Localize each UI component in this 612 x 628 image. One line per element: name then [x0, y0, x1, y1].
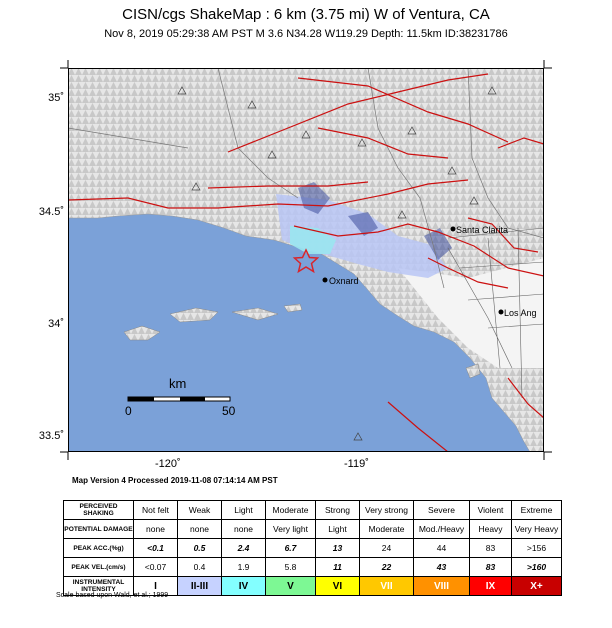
intensity-cell: VIII: [413, 576, 470, 596]
scale-bar-segment: [128, 397, 154, 401]
shaking-zone-weak: [276, 194, 448, 278]
vel-cell: 0.4: [177, 557, 222, 577]
island: [123, 325, 161, 341]
acc-cell: 13: [315, 538, 360, 558]
acc-cell: 24: [359, 538, 414, 558]
intensity-cell: V: [265, 576, 316, 596]
shaking-cell: Not felt: [133, 500, 178, 520]
intensity-cell: X+: [511, 576, 562, 596]
lon-label-119: -119˚: [344, 458, 369, 470]
damage-cell: Moderate: [359, 519, 414, 539]
damage-cell: none: [221, 519, 266, 539]
lat-label-33-5: 33.5˚: [38, 430, 64, 442]
scale-start: 0: [125, 404, 132, 418]
island: [169, 307, 219, 323]
shaking-cell: Weak: [177, 500, 222, 520]
city-label-santa-clarita: Santa Clarita: [456, 225, 508, 235]
lat-label-34: 34˚: [48, 318, 64, 330]
city-label-los-angeles: Los Ang: [504, 308, 537, 318]
shaking-cell: Light: [221, 500, 266, 520]
legend-row-intensity: INSTRUMENTAL INTENSITY I II-III IV V VI …: [63, 576, 562, 596]
event-details: Nov 8, 2019 05:29:38 AM PST M 3.6 N34.28…: [104, 28, 508, 40]
map-frame: [68, 68, 544, 452]
scale-note: Scale based upon Wald, et al.; 1999: [56, 592, 169, 599]
vel-cell: 22: [359, 557, 414, 577]
acc-cell: 83: [469, 538, 512, 558]
legend-row-acc: PEAK ACC.(%g) <0.1 0.5 2.4 6.7 13 24 44 …: [63, 538, 562, 558]
vel-cell: 5.8: [265, 557, 316, 577]
legend-row-shaking: PERCEIVED SHAKING Not felt Weak Light Mo…: [63, 500, 562, 520]
shaking-cell: Moderate: [265, 500, 316, 520]
acc-cell: 44: [413, 538, 470, 558]
intensity-cell: II-III: [177, 576, 222, 596]
lat-label-34-5: 34.5˚: [38, 206, 64, 218]
damage-cell: Very Heavy: [511, 519, 562, 539]
basin-area: [398, 258, 544, 368]
scale-end: 50: [222, 404, 236, 418]
shaking-cell: Very strong: [359, 500, 414, 520]
legend-row-vel: PEAK VEL.(cm/s) <0.07 0.4 1.9 5.8 11 22 …: [63, 557, 562, 577]
vel-cell: 43: [413, 557, 470, 577]
island: [465, 363, 481, 379]
shakemap[interactable]: Santa Clarita Oxnard Los Ang km 0 50: [68, 68, 544, 452]
intensity-cell: I: [133, 576, 178, 596]
intensity-cell: VI: [315, 576, 360, 596]
damage-cell: Light: [315, 519, 360, 539]
island: [283, 303, 303, 313]
damage-cell: Very light: [265, 519, 316, 539]
shaking-cell: Violent: [469, 500, 512, 520]
row-header-vel: PEAK VEL.(cm/s): [63, 557, 134, 577]
damage-cell: Mod./Heavy: [413, 519, 470, 539]
acc-cell: <0.1: [133, 538, 178, 558]
acc-cell: 0.5: [177, 538, 222, 558]
row-header-damage: POTENTIAL DAMAGE: [63, 519, 134, 539]
city-label-oxnard: Oxnard: [329, 276, 359, 286]
acc-cell: 2.4: [221, 538, 266, 558]
frame-ticks: [60, 60, 552, 460]
row-header-intensity: INSTRUMENTAL INTENSITY: [63, 576, 134, 596]
map-title: CISN/cgs ShakeMap : 6 km (3.75 mi) W of …: [122, 6, 490, 23]
vel-cell: 83: [469, 557, 512, 577]
road-network: [447, 227, 544, 399]
damage-cell: none: [133, 519, 178, 539]
island: [231, 307, 279, 321]
scale-unit: km: [169, 376, 186, 391]
acc-cell: >156: [511, 538, 562, 558]
intensity-cell: IX: [469, 576, 512, 596]
epicenter-star[interactable]: [292, 248, 320, 274]
shaking-cell: Extreme: [511, 500, 562, 520]
lat-label-35: 35˚: [48, 92, 64, 104]
shaking-cell: Severe: [413, 500, 470, 520]
intensity-legend: PERCEIVED SHAKING Not felt Weak Light Mo…: [63, 500, 562, 596]
row-header-shaking: PERCEIVED SHAKING: [63, 500, 134, 520]
vel-cell: >160: [511, 557, 562, 577]
acc-cell: 6.7: [265, 538, 316, 558]
map-version: Map Version 4 Processed 2019-11-08 07:14…: [72, 476, 278, 485]
legend-row-damage: POTENTIAL DAMAGE none none none Very lig…: [63, 519, 562, 539]
vel-cell: 1.9: [221, 557, 266, 577]
city-dot-los-angeles: [498, 309, 504, 315]
row-header-acc: PEAK ACC.(%g): [63, 538, 134, 558]
seismic-stations: [177, 86, 497, 441]
damage-cell: Heavy: [469, 519, 512, 539]
terrain-shading: [298, 182, 452, 260]
lon-label-120: -120˚: [155, 458, 181, 470]
damage-cell: none: [177, 519, 222, 539]
city-dot-oxnard: [322, 277, 328, 283]
land: [68, 68, 544, 452]
scale-bar-segment: [180, 397, 205, 401]
intensity-cell: VII: [359, 576, 414, 596]
city-dot-santa-clarita: [450, 226, 456, 232]
vel-cell: <0.07: [133, 557, 178, 577]
fault-lines: [68, 73, 544, 452]
vel-cell: 11: [315, 557, 360, 577]
shaking-cell: Strong: [315, 500, 360, 520]
intensity-cell: IV: [221, 576, 266, 596]
